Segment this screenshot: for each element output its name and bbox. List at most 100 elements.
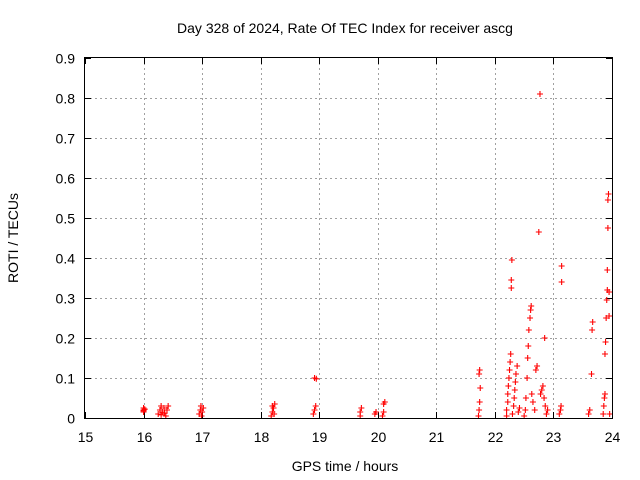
data-point <box>534 363 541 369</box>
tick-layer <box>85 58 613 419</box>
y-tick-label: 0.3 <box>56 291 76 307</box>
data-point <box>601 351 608 357</box>
data-point <box>585 411 592 417</box>
data-point <box>161 410 168 417</box>
data-point <box>511 395 518 401</box>
data-point <box>158 411 165 418</box>
data-point <box>541 395 548 401</box>
data-point <box>604 225 611 231</box>
data-point <box>525 327 532 333</box>
x-tick-label: 18 <box>254 429 270 445</box>
plot-frame <box>84 57 613 419</box>
data-point <box>589 327 596 333</box>
data-point <box>535 229 542 235</box>
data-point <box>544 407 551 413</box>
data-point <box>357 409 364 415</box>
data-point <box>529 399 536 405</box>
data-point <box>269 403 276 409</box>
data-point <box>165 403 172 409</box>
data-point <box>589 319 596 325</box>
data-point <box>538 387 545 393</box>
data-point <box>604 267 611 273</box>
data-point <box>506 367 513 373</box>
data-point <box>515 409 522 415</box>
data-point <box>507 359 514 365</box>
data-point <box>313 375 320 382</box>
data-point <box>528 303 535 309</box>
data-point <box>477 385 484 391</box>
data-point <box>512 371 519 377</box>
data-point <box>505 375 512 381</box>
data-point <box>524 355 531 361</box>
y-tick-label: 0.1 <box>56 371 76 387</box>
data-point <box>476 371 483 377</box>
y-tick-label: 0.9 <box>56 51 76 67</box>
data-point <box>558 279 565 285</box>
data-point <box>604 197 611 203</box>
data-point <box>537 391 544 397</box>
data-point <box>504 399 511 405</box>
y-tick-label: 0.8 <box>56 91 76 107</box>
data-point <box>476 399 483 405</box>
data-point <box>509 411 516 417</box>
y-tick-label: 0.7 <box>56 131 76 147</box>
data-point <box>558 263 565 269</box>
x-tick-label: 21 <box>429 429 445 445</box>
data-point <box>600 403 607 409</box>
data-point <box>606 289 613 295</box>
x-tick-label: 17 <box>195 429 211 445</box>
data-point <box>510 403 517 409</box>
data-point <box>531 407 538 413</box>
data-point <box>542 403 549 409</box>
data-point <box>476 367 483 373</box>
data-point <box>380 409 387 415</box>
data-point <box>508 285 515 291</box>
x-axis-label: GPS time / hours <box>292 458 399 474</box>
data-point <box>312 403 319 409</box>
data-point <box>514 363 521 369</box>
data-point <box>527 307 534 313</box>
data-point <box>516 405 523 411</box>
data-point <box>373 409 380 415</box>
x-tick-label: 15 <box>78 429 94 445</box>
data-point <box>536 91 543 97</box>
data-point <box>503 407 510 413</box>
points-layer <box>140 91 613 419</box>
data-point <box>605 191 612 197</box>
data-point <box>141 406 148 413</box>
y-tick-label: 0.6 <box>56 171 76 187</box>
x-tick-label: 20 <box>371 429 387 445</box>
data-point <box>200 405 207 411</box>
data-point <box>527 315 534 321</box>
data-point <box>606 313 613 319</box>
data-point <box>606 411 613 417</box>
data-point <box>512 379 519 385</box>
data-point <box>476 407 483 413</box>
data-point <box>588 371 595 377</box>
data-point <box>358 405 365 411</box>
data-point <box>311 407 318 413</box>
x-tick-label: 16 <box>137 429 153 445</box>
x-tick-label: 22 <box>488 429 504 445</box>
grid-layer <box>85 58 612 418</box>
y-axis-label: ROTI / TECUs <box>5 193 21 283</box>
x-tick-label: 23 <box>546 429 562 445</box>
data-point <box>541 335 548 341</box>
data-point <box>528 391 535 397</box>
data-point <box>381 399 388 405</box>
data-point <box>310 411 317 417</box>
data-point <box>508 277 515 283</box>
y-tick-labels: 0 0.1 0.2 0.3 0.4 0.5 0.6 0.7 0.8 0.9 <box>56 51 76 427</box>
data-point <box>511 387 518 393</box>
data-point <box>532 367 539 373</box>
data-point <box>525 343 532 349</box>
data-point <box>508 257 515 263</box>
data-point <box>556 411 563 417</box>
x-tick-label: 24 <box>605 429 621 445</box>
data-point <box>155 411 162 417</box>
data-point <box>522 407 529 413</box>
y-tick-label: 0.2 <box>56 331 76 347</box>
data-point <box>271 411 278 417</box>
data-point <box>505 383 512 389</box>
